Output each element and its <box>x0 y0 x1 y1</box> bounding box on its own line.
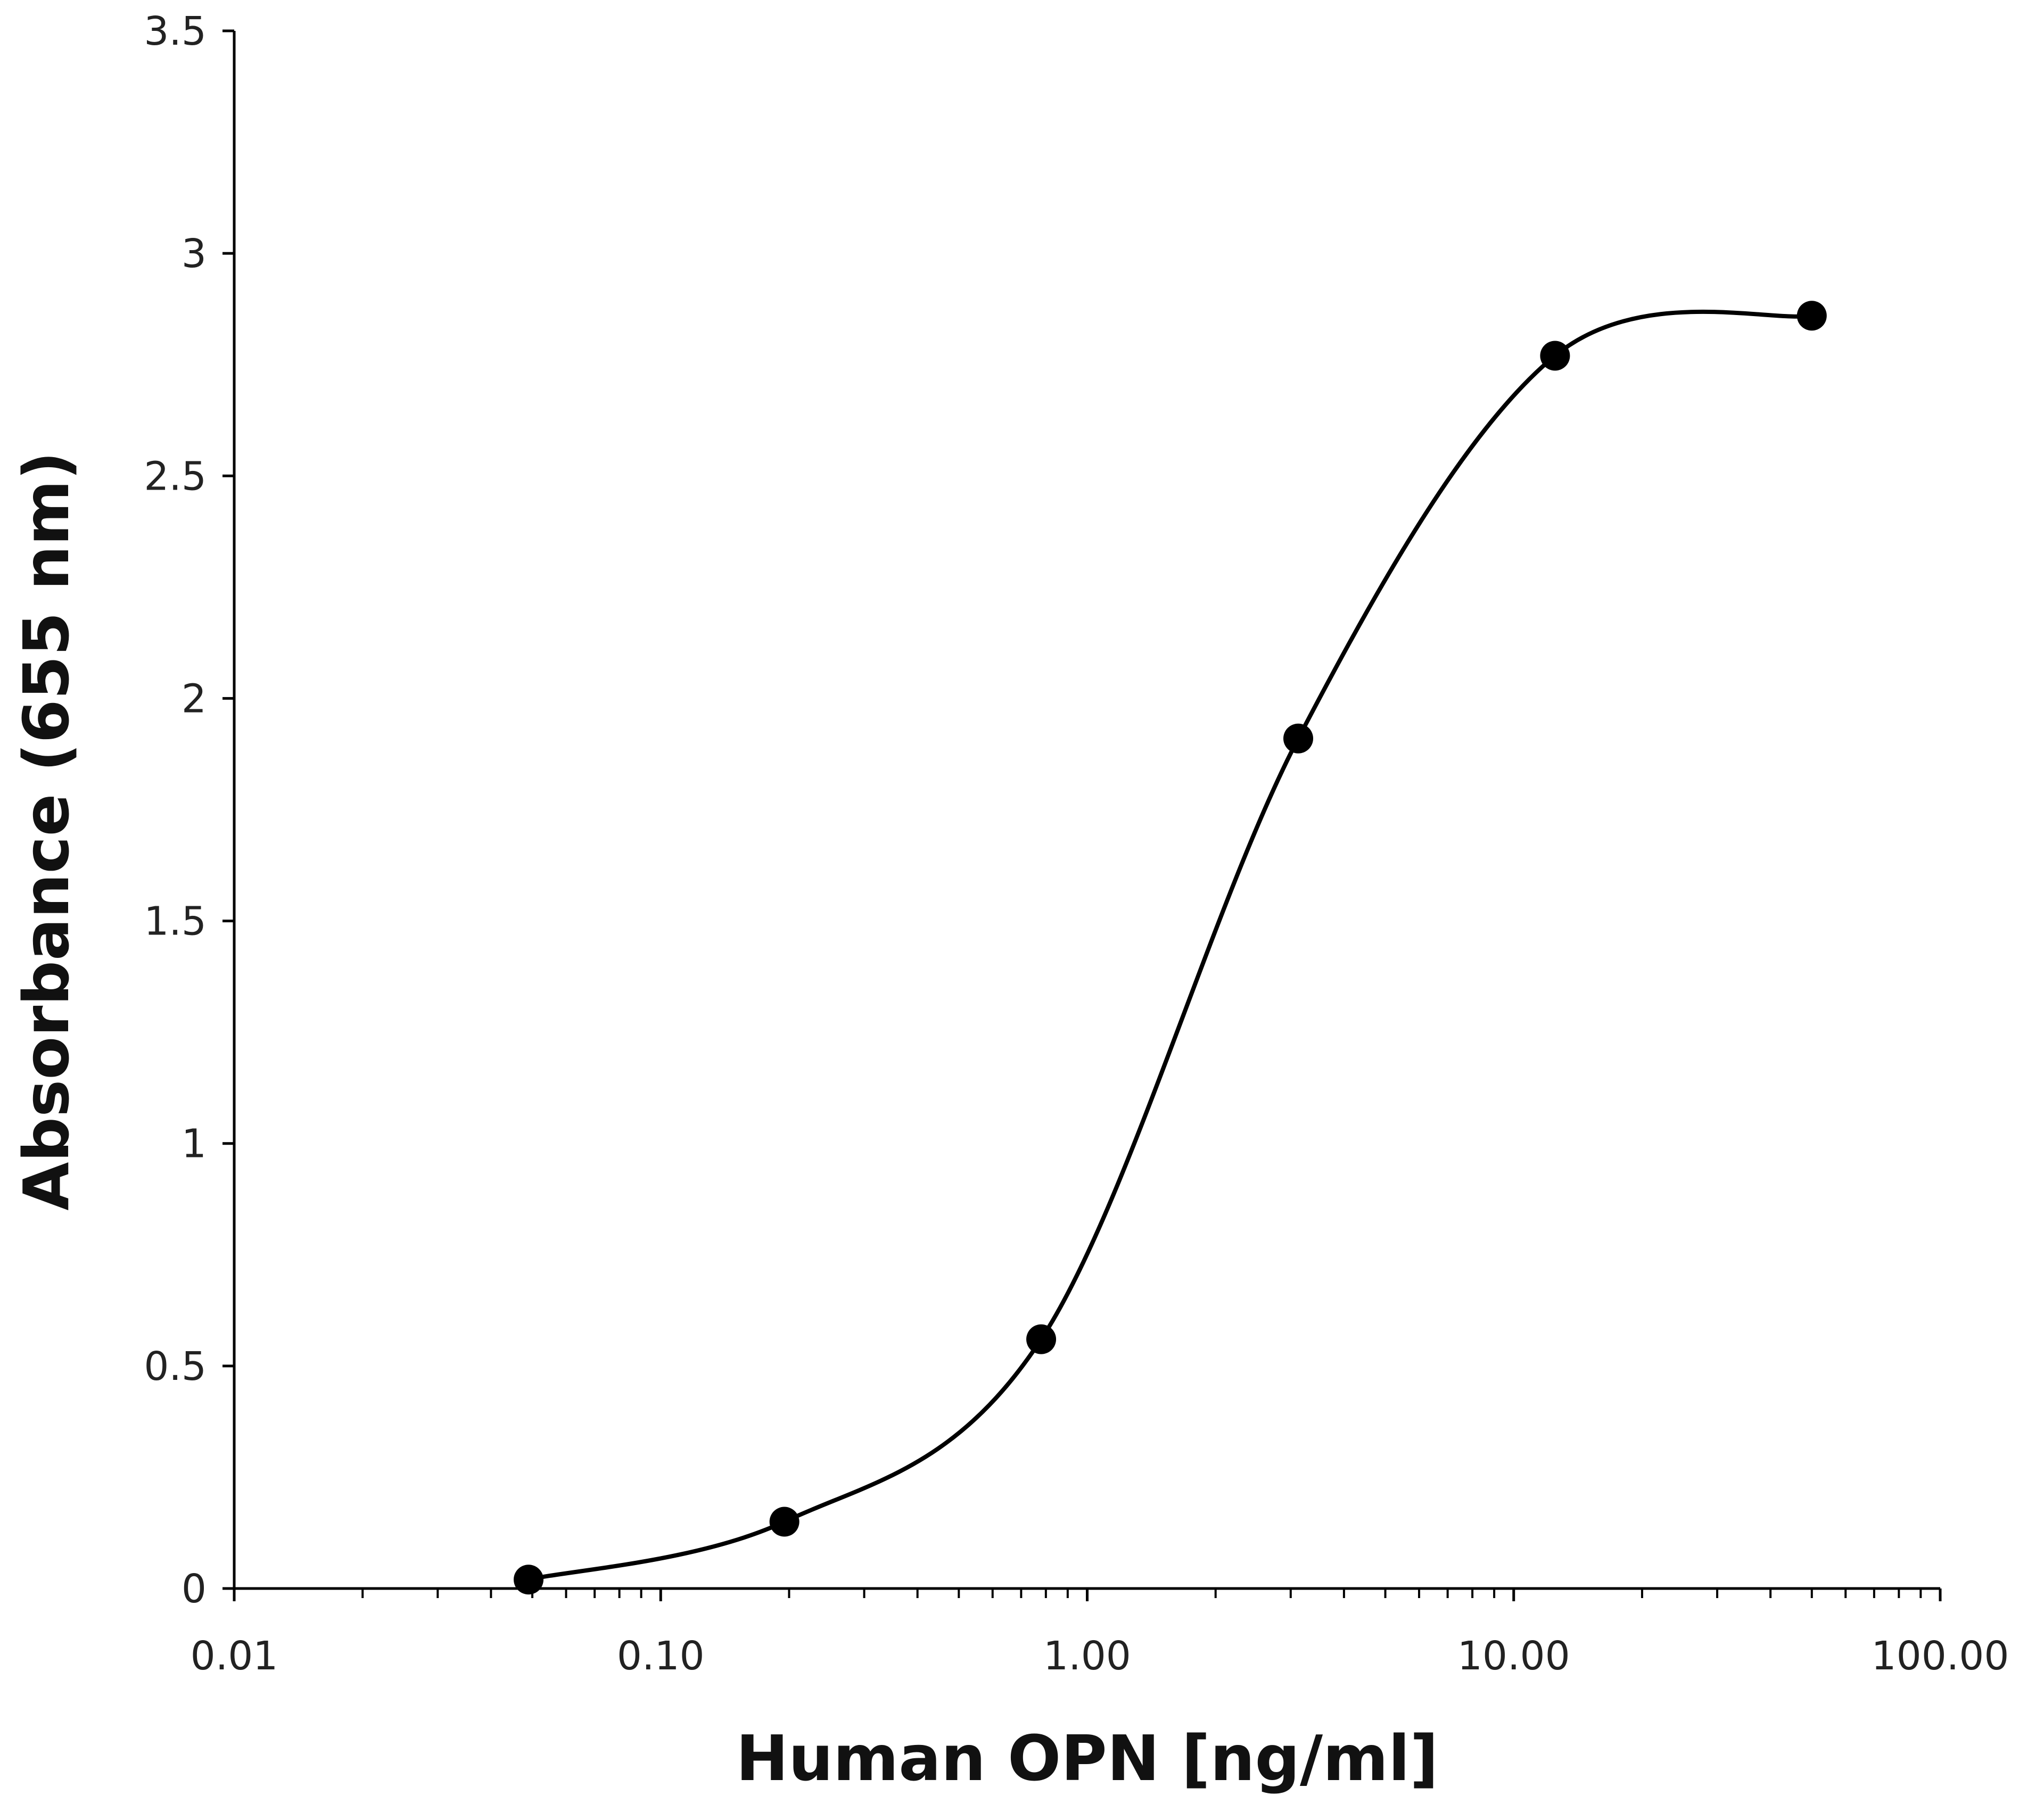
axes <box>233 31 1940 1590</box>
data-points <box>514 301 1827 1595</box>
x-tick-label: 0.10 <box>617 1633 705 1679</box>
curve <box>528 309 1812 1582</box>
data-point <box>769 1507 800 1537</box>
y-tick-label: 3.5 <box>144 9 207 54</box>
data-point <box>514 1565 544 1595</box>
data-point <box>1796 301 1827 331</box>
y-tick-label: 1.5 <box>144 899 207 945</box>
data-point <box>1026 1324 1057 1354</box>
y-tick-label: 2 <box>182 676 207 722</box>
y-tick-label: 1 <box>182 1121 207 1167</box>
y-axis-title: Absorbance (655 nm) <box>10 451 83 1211</box>
y-tick-label: 2.5 <box>144 453 207 499</box>
x-axis-title: Human OPN [ng/ml] <box>736 1722 1439 1795</box>
ticks: 0 0.5 1 1.5 2 2.5 3 3.5 0.01 0.10 1.00 10.00 100.00 <box>144 9 2009 1679</box>
x-tick-label: 10.00 <box>1457 1633 1570 1679</box>
y-tick-label: 0.5 <box>144 1344 207 1389</box>
series-line <box>528 309 1812 1582</box>
y-tick-label: 0 <box>182 1566 207 1612</box>
data-point <box>1540 341 1570 371</box>
data-point <box>1283 723 1313 754</box>
y-tick-label: 3 <box>182 231 207 277</box>
x-tick-label: 1.00 <box>1043 1633 1131 1679</box>
x-tick-label: 100.00 <box>1872 1633 2009 1679</box>
x-tick-label: 0.01 <box>191 1633 278 1679</box>
